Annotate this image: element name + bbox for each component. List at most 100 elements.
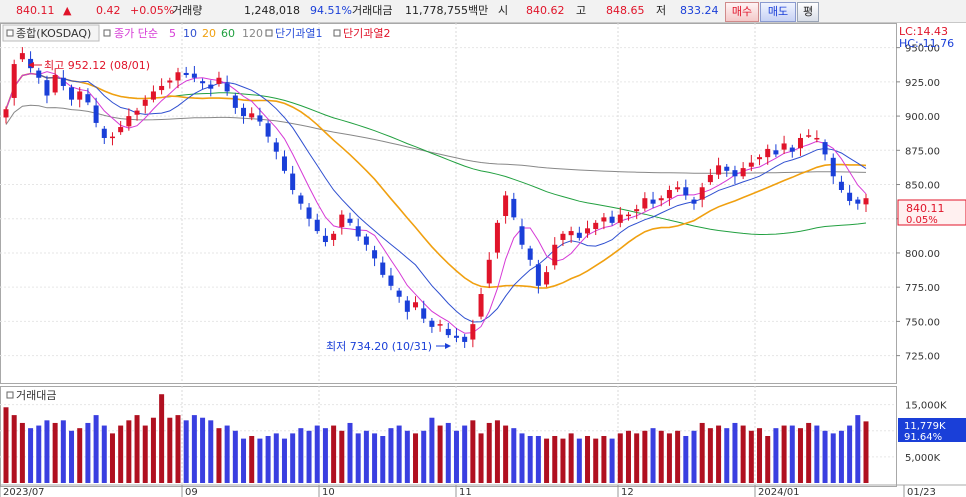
price-tick-label: 900.00: [905, 112, 940, 123]
low-annotation-text: 최저 734.20 (10/31): [326, 340, 432, 353]
candlesticks: [3, 47, 869, 348]
legend-toggle-icon[interactable]: [6, 29, 14, 37]
volume-bar: [322, 428, 328, 483]
price-change-percent: +0.05%: [130, 4, 175, 17]
quote-bar: 840.11 ▲ 0.42 +0.05% 거래량 1,248,018 94.51…: [0, 0, 966, 23]
volume-bar: [445, 422, 451, 483]
volume-bar: [11, 415, 17, 483]
date-axis: 2023/07 09 10 11 12 2024/01 01/23: [0, 485, 936, 497]
candle: [109, 132, 115, 146]
overheat2-toggle-icon[interactable]: [333, 29, 341, 37]
ma5-line: [5, 71, 867, 334]
price-tick-label: 775.00: [905, 283, 940, 294]
candle: [200, 78, 206, 90]
candle: [625, 211, 631, 221]
volume-bar: [60, 420, 66, 483]
low-annotation: 최저 734.20 (10/31): [326, 340, 451, 353]
volume-bar: [372, 433, 378, 483]
volume-bar: [347, 422, 353, 483]
price-tick-label: 850.00: [905, 181, 940, 192]
candle: [331, 231, 337, 246]
candle: [855, 196, 861, 210]
overheat1-toggle-icon[interactable]: [265, 29, 273, 37]
candle: [44, 75, 50, 104]
candle: [413, 296, 419, 311]
candle: [765, 144, 771, 165]
last-price-percent: 0.05%: [906, 215, 938, 226]
candle: [822, 139, 828, 161]
overheat1-label: 단기과열1: [275, 27, 322, 40]
volume-bar: [355, 433, 361, 483]
volume-bar: [404, 430, 410, 483]
volume-label: 거래량: [172, 4, 203, 17]
volume-toggle-icon[interactable]: [6, 391, 14, 399]
volume-bar: [642, 430, 648, 483]
last-price: 840.11: [906, 202, 945, 215]
volume-bar: [470, 420, 476, 483]
volume-bar: [732, 422, 738, 483]
buy-button[interactable]: 매수: [725, 2, 759, 22]
candle: [216, 71, 222, 87]
candle: [707, 168, 713, 185]
volume-bar: [576, 438, 582, 483]
sell-button[interactable]: 매도: [760, 2, 796, 22]
candle: [372, 245, 378, 267]
volume-bar: [437, 425, 443, 483]
volume-bar: [707, 428, 713, 483]
price-tick-label: 925.00: [905, 78, 940, 89]
candle: [167, 77, 173, 89]
volume-bar: [503, 425, 509, 483]
candle: [380, 256, 386, 278]
volume-bar: [544, 438, 550, 483]
candle: [634, 204, 640, 219]
price-tick-label: 725.00: [905, 352, 940, 363]
ma-toggle-icon[interactable]: [103, 29, 111, 37]
candle: [85, 88, 91, 106]
price-chart[interactable]: 950.00925.00900.00875.00850.00825.00800.…: [0, 23, 966, 497]
candle: [740, 162, 746, 180]
candle: [298, 192, 304, 210]
candle: [3, 106, 9, 124]
evaluate-button[interactable]: 평: [797, 2, 819, 22]
volume-bar: [478, 433, 484, 483]
ma20-polyline: [5, 72, 867, 289]
candle: [314, 213, 320, 234]
candle: [609, 210, 615, 226]
volume-bar: [314, 425, 320, 483]
candle: [306, 203, 312, 227]
volume-bar: [224, 425, 230, 483]
volume-bar: [765, 436, 771, 483]
last-volume-tag: [898, 418, 966, 442]
candle: [863, 193, 869, 213]
volume-bar: [593, 438, 599, 483]
price-tick-label: 875.00: [905, 146, 940, 157]
candle: [814, 130, 820, 143]
candle: [347, 212, 353, 226]
volume-bar: [331, 425, 337, 483]
candle: [601, 212, 607, 230]
candle: [462, 334, 468, 348]
overheat2-label: 단기과열2: [343, 27, 390, 40]
date-tick-label: 01/23: [907, 487, 936, 497]
candle: [429, 317, 435, 333]
candle: [683, 179, 689, 200]
volume-bar: [167, 417, 173, 483]
volume-bar: [93, 415, 99, 483]
candle: [470, 319, 476, 348]
price-tick-label: 750.00: [905, 317, 940, 328]
ma5-polyline: [5, 71, 867, 334]
volume-bar: [797, 428, 803, 483]
candle: [535, 259, 541, 294]
volume-bar: [191, 415, 197, 483]
date-tick-label: 2023/07: [3, 487, 45, 497]
candle: [666, 185, 672, 206]
candle: [19, 47, 25, 63]
volume-bar: [421, 430, 427, 483]
candle: [265, 120, 271, 143]
candle: [404, 296, 410, 320]
candle: [281, 150, 287, 174]
candle: [322, 228, 328, 247]
ma120-label: 120: [242, 27, 263, 40]
volume-bar: [519, 433, 525, 483]
volume-bar: [511, 428, 517, 483]
